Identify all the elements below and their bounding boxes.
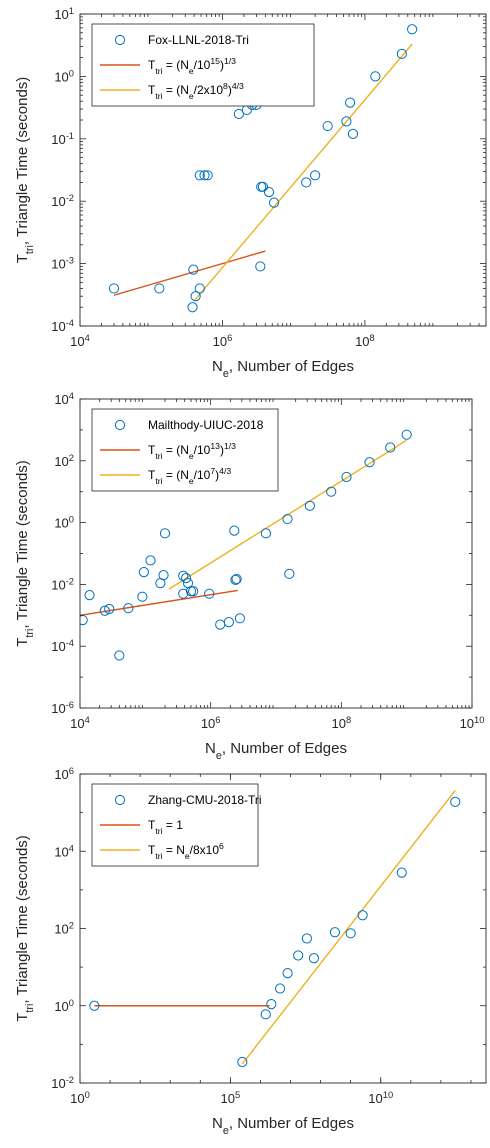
y-tick-label: 106 [54,766,74,782]
y-tick-label: 100 [54,68,74,84]
y-tick-label: 100 [54,998,74,1014]
legend-label: Mailthody-UIUC-2018 [148,418,264,432]
chart-1: 104 106 108 10-4 10-3 10-2 10-1 100 101 Ne, Numbe… [14,6,486,380]
x-tick-label: 105 [221,1090,241,1106]
y-tick-label: 10-4 [51,638,74,654]
x-tick-label: 100 [70,1090,90,1106]
y-tick-label: 10-2 [51,576,74,592]
x-tick-label: 104 [70,715,90,731]
y-tick-label: 104 [54,843,74,859]
x-tick-label: 1010 [368,1090,393,1106]
y-tick-label: 10-2 [51,193,74,209]
y-axis-label: Ttri, Triangle Time (seconds) [14,835,36,1022]
x-tick-label: 106 [201,715,221,731]
legend-label: Fox-LLNL-2018-Tri [148,33,249,47]
x-axis-label: Ne, Number of Edges [205,740,347,762]
y-tick-label: 104 [54,391,74,407]
x-axis-label: Ne, Number of Edges [212,358,354,380]
y-tick-label: 102 [54,921,74,937]
y-tick-label: 100 [54,515,74,531]
chart-2: 104 106 108 1010 10-6 10-4 10-2 100 102 104 Ne, Nu… [14,391,484,762]
x-axis-label: Ne, Number of Edges [212,1115,354,1137]
legend: Mailthody-UIUC-2018 Ttri = (Ne/1013)1/3 Tt… [92,409,278,491]
x-tick-label: 1010 [460,715,485,731]
legend-label: Zhang-CMU-2018-Tri [148,793,262,807]
y-tick-label: 10-3 [51,256,74,272]
x-tick-label: 108 [355,333,375,349]
y-axis-label: Ttri, Triangle Time (seconds) [14,460,36,647]
y-tick-label: 10-6 [51,700,74,716]
legend: Zhang-CMU-2018-Tri Ttri = 1 Ttri = Ne/8x10… [92,784,262,866]
y-axis-label: Ttri, Triangle Time (seconds) [14,77,36,264]
y-tick-label: 101 [54,6,74,22]
x-tick-label: 104 [70,333,90,349]
y-tick-label: 102 [54,453,74,469]
x-tick-label: 106 [213,333,233,349]
x-tick-label: 108 [331,715,351,731]
legend: Fox-LLNL-2018-Tri Ttri = (Ne/1015)1/3 Ttri… [92,24,314,106]
y-tick-label: 10-4 [51,318,74,334]
y-tick-label: 10-2 [51,1075,74,1091]
y-tick-label: 10-1 [51,131,74,147]
